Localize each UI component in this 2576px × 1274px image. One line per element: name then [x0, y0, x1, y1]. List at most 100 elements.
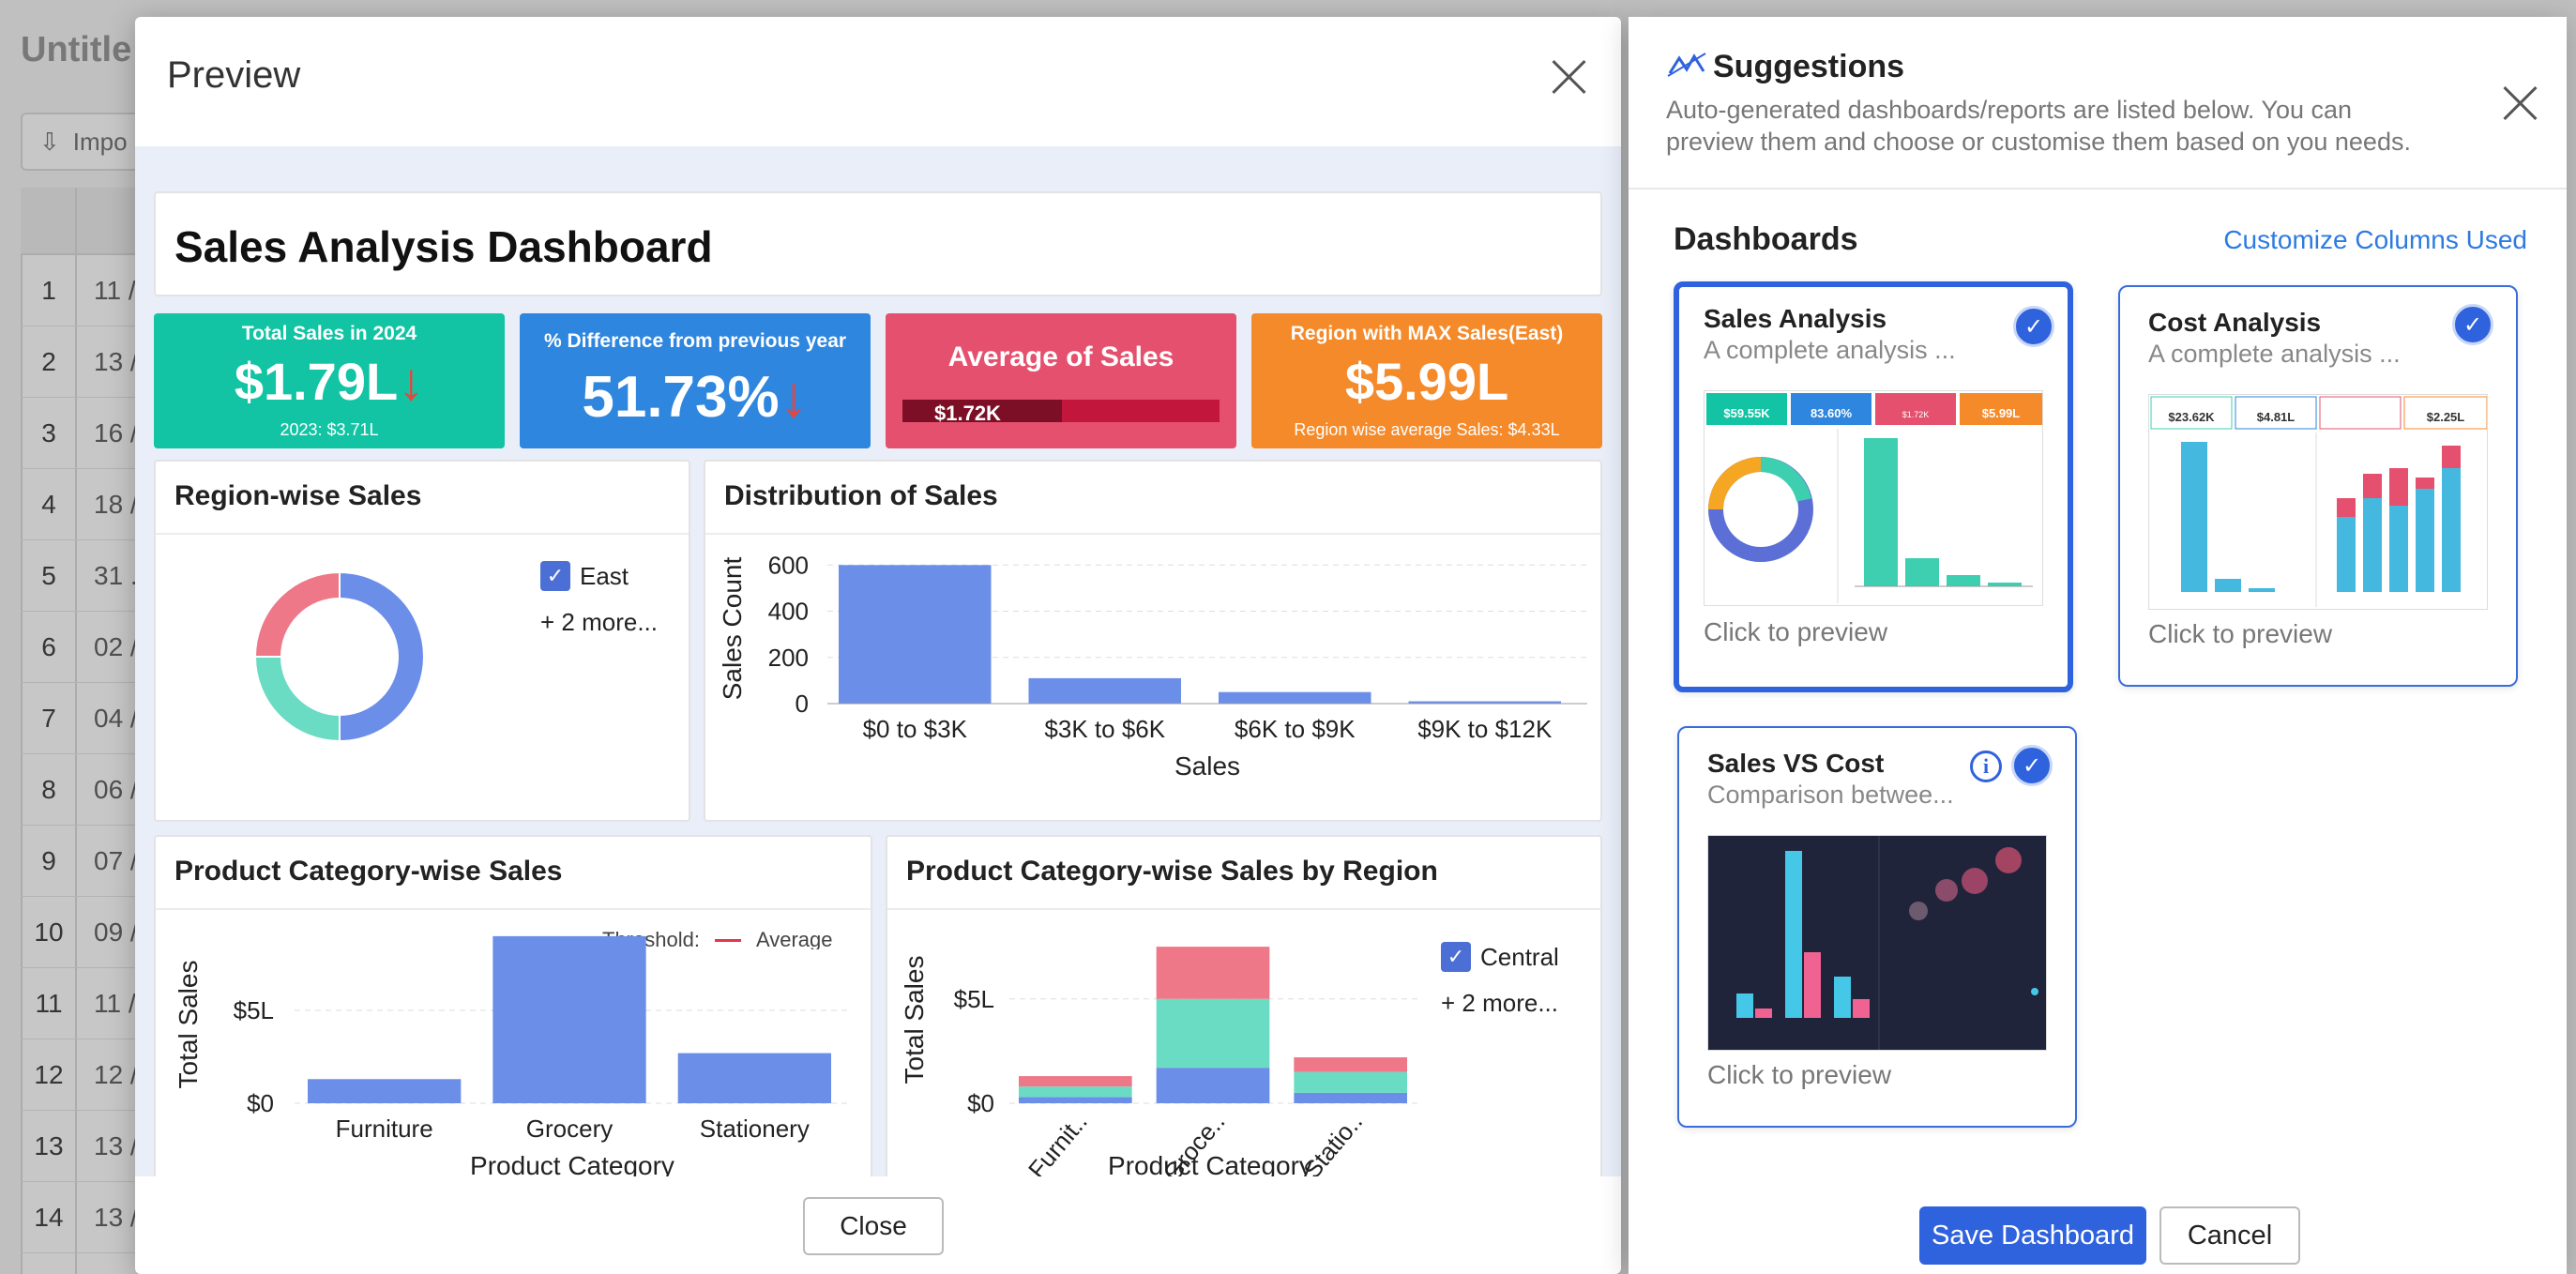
- y-tick-label: 600: [768, 551, 809, 579]
- selected-check-icon[interactable]: ✓: [2452, 304, 2493, 345]
- grid-row[interactable]: 4 18 /: [21, 469, 152, 540]
- legend-item-central[interactable]: ✓ Central: [1441, 942, 1559, 972]
- row-number: 7: [41, 704, 56, 733]
- grid-row[interactable]: 6 02 /: [21, 612, 152, 683]
- row-number: 8: [41, 775, 56, 804]
- preview-title: Preview: [167, 54, 301, 96]
- threshold-name: Average: [755, 931, 833, 949]
- stacked-bar-segment: [1156, 947, 1270, 999]
- bar: [1219, 691, 1371, 704]
- grid-row[interactable]: 10 09 /: [21, 897, 152, 968]
- tile-description: Comparison betwee...: [1707, 781, 1954, 809]
- grid-row[interactable]: 14 13 /: [21, 1182, 152, 1253]
- kpi-total-sales[interactable]: Total Sales in 2024 $1.79L↓ 2023: $3.71L: [154, 313, 505, 448]
- row-date: 11 /: [94, 276, 136, 305]
- dashboard-canvas: Sales Analysis Dashboard Total Sales in …: [135, 146, 1621, 1176]
- dashboard-tile-cost-analysis[interactable]: Cost Analysis A complete analysis ... ✓ …: [2118, 285, 2518, 687]
- x-tick-label: $9K to $12K: [1417, 715, 1553, 743]
- distribution-card[interactable]: Distribution of Sales 0 200 400 600 $0 to $3…: [704, 460, 1602, 822]
- region-sales-card[interactable]: Region-wise Sales ✓ East + 2 more...: [154, 460, 690, 822]
- thumbnail-cost-analysis: $23.62K $4.81L $2.25L: [2150, 396, 2487, 607]
- info-icon[interactable]: i: [1970, 751, 2002, 782]
- tile-title: Sales VS Cost: [1707, 749, 1885, 778]
- kpi-value: 51.73%↓: [582, 365, 809, 430]
- region-donut-chart: [253, 570, 425, 743]
- row-date: 09 /: [94, 918, 138, 947]
- row-number: 3: [41, 418, 56, 447]
- close-icon[interactable]: [1550, 58, 1587, 96]
- grid-row[interactable]: 3 16 /: [21, 398, 152, 469]
- stacked-bar-segment: [1156, 998, 1270, 1069]
- tile-footer: Click to preview: [1707, 1060, 1892, 1089]
- checkbox-icon: ✓: [1441, 942, 1471, 972]
- grid-row[interactable]: 2 13 /: [21, 326, 152, 398]
- legend-label: Central: [1480, 942, 1559, 971]
- grid-row[interactable]: 5 31 .: [21, 540, 152, 612]
- row-number: 10: [34, 918, 64, 947]
- y-tick-label: 400: [768, 598, 809, 626]
- grid-row[interactable]: 12 12 /: [21, 1039, 152, 1111]
- close-icon[interactable]: [2501, 84, 2538, 122]
- card-title: Region-wise Sales: [174, 480, 422, 511]
- dashboard-tile-sales-vs-cost[interactable]: Sales VS Cost Comparison betwee... i ✓ C…: [1677, 726, 2077, 1128]
- kpi-subtext: Region wise average Sales: $4.33L: [1294, 420, 1560, 439]
- row-date: 07 /: [94, 846, 138, 875]
- legend-more-link[interactable]: + 2 more...: [1441, 989, 1558, 1017]
- row-date: 06 /: [94, 775, 138, 804]
- tile-title: Cost Analysis: [2148, 308, 2322, 337]
- kpi-percent-difference[interactable]: % Difference from previous year 51.73%↓: [520, 313, 871, 448]
- data-grid: [21, 188, 152, 1274]
- grid-row[interactable]: 8 06 /: [21, 754, 152, 826]
- legend-label: East: [580, 561, 629, 590]
- bar: [1028, 677, 1181, 704]
- tile-thumbnail: [1707, 835, 2047, 1051]
- close-button[interactable]: Close: [803, 1197, 944, 1255]
- svg-text:$23.62K: $23.62K: [2168, 410, 2215, 424]
- x-tick-label: Stationery: [700, 1115, 810, 1143]
- grid-row[interactable]: 13 13 /: [21, 1111, 152, 1182]
- preview-dialog: Preview Sales Analysis Dashboard Total S…: [135, 17, 1621, 1274]
- row-number: 2: [41, 347, 56, 376]
- svg-text:$1.72K: $1.72K: [1902, 410, 1930, 419]
- row-number: 12: [34, 1060, 64, 1089]
- bar: [1408, 701, 1561, 704]
- tile-footer: Click to preview: [1704, 617, 1888, 646]
- grid-row[interactable]: 11 11 /: [21, 968, 152, 1039]
- distribution-bar-chart: 0 200 400 600 $0 to $3K $3K to $6K $6K to $9K $…: [718, 551, 1587, 781]
- category-region-card[interactable]: Product Category-wise Sales by Region $0…: [886, 835, 1602, 1176]
- suggestions-title: Suggestions: [1713, 49, 1905, 84]
- legend-more-link[interactable]: + 2 more...: [540, 608, 658, 636]
- y-axis-label: Total Sales: [900, 956, 929, 1084]
- import-label: Impo: [72, 127, 128, 156]
- svg-text:$4.81L: $4.81L: [2257, 410, 2296, 424]
- customize-columns-link[interactable]: Customize Columns Used: [2223, 225, 2527, 254]
- row-date: 31 .: [94, 561, 138, 590]
- x-axis-label: Product Category: [470, 1151, 674, 1176]
- row-number: 9: [41, 846, 56, 875]
- row-number: 11: [35, 989, 63, 1018]
- bar: [677, 1053, 831, 1103]
- svg-text:$59.55K: $59.55K: [1723, 406, 1770, 420]
- legend-item-east[interactable]: ✓ East: [540, 561, 629, 591]
- card-divider: [156, 908, 871, 910]
- card-divider: [887, 908, 1600, 910]
- save-dashboard-button[interactable]: Save Dashboard: [1919, 1206, 2146, 1265]
- selected-check-icon[interactable]: ✓: [2011, 745, 2053, 786]
- dashboard-title: Sales Analysis Dashboard: [174, 222, 713, 271]
- row-date: 02 /: [94, 632, 138, 661]
- kpi-average-sales[interactable]: Average of Sales $1.72K: [886, 313, 1236, 448]
- stacked-bar-segment: [1156, 1068, 1270, 1103]
- grid-row[interactable]: 7 04 /: [21, 683, 152, 754]
- stacked-bar-segment: [1019, 1086, 1132, 1098]
- kpi-max-region[interactable]: Region with MAX Sales(East) $5.99L Regio…: [1251, 313, 1602, 448]
- dashboard-tile-sales-analysis[interactable]: Sales Analysis A complete analysis ... ✓…: [1674, 281, 2073, 692]
- selected-check-icon[interactable]: ✓: [2013, 306, 2054, 347]
- grid-row[interactable]: 1 11 /: [21, 255, 152, 326]
- cancel-button[interactable]: Cancel: [2159, 1206, 2300, 1265]
- x-axis-label: Product Category: [1108, 1151, 1312, 1176]
- bar: [839, 565, 992, 704]
- y-axis-label: Total Sales: [174, 961, 203, 1089]
- category-sales-card[interactable]: Product Category-wise Sales Threshold: A…: [154, 835, 872, 1176]
- grid-row[interactable]: 9 07 /: [21, 826, 152, 897]
- y-tick-label: 0: [796, 690, 809, 718]
